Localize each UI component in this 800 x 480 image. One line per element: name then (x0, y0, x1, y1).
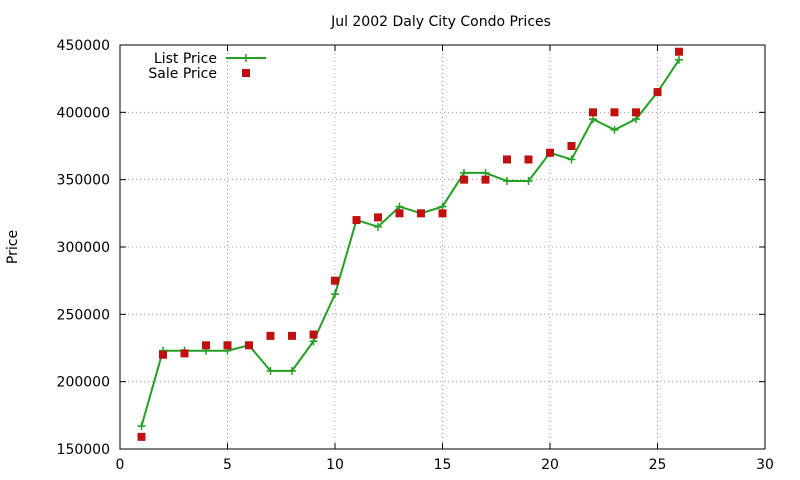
data-point (223, 341, 232, 350)
plot-frame (119, 44, 766, 450)
x-tick-label: 0 (116, 457, 125, 473)
data-point (632, 115, 640, 124)
series-line (140, 59, 680, 427)
legend-marker (242, 69, 250, 77)
y-tick-label: 300000 (57, 240, 110, 256)
data-point (524, 177, 533, 186)
data-point (610, 108, 619, 117)
data-point (288, 331, 296, 340)
gridlines (120, 45, 765, 449)
data-point (245, 341, 253, 350)
data-point (331, 290, 339, 299)
data-point (288, 366, 296, 375)
data-point (632, 108, 640, 117)
data-point (481, 168, 490, 177)
y-tick-label: 150000 (57, 442, 110, 458)
data-point (137, 422, 146, 431)
y-tick-label: 400000 (57, 105, 110, 121)
data-point (460, 175, 468, 184)
axis-ticks: 0 5 10 15 20 25 30 150000 200000 250000 300000 3500… (57, 38, 774, 473)
data-point (460, 168, 468, 177)
data-point (266, 366, 275, 375)
data-point (180, 349, 189, 358)
y-axis-label: Price (5, 230, 21, 264)
y-tick-label: 250000 (57, 307, 110, 323)
data-point (159, 350, 167, 359)
data-point (675, 47, 683, 56)
x-tick-label: 25 (649, 457, 667, 473)
y-tick-label: 450000 (57, 38, 110, 54)
data-point (503, 155, 511, 164)
legend-marker (242, 54, 250, 62)
data-point (374, 213, 382, 222)
y-tick-label: 200000 (57, 375, 110, 391)
x-tick-label: 20 (541, 457, 559, 473)
data-point (331, 276, 339, 285)
data-point (567, 142, 576, 150)
series-layer (137, 47, 683, 441)
y-tick-label: 350000 (57, 173, 110, 189)
data-point (266, 331, 275, 340)
data-point (417, 209, 425, 218)
data-point (675, 55, 683, 64)
x-tick-label: 10 (326, 457, 344, 473)
data-point (202, 341, 210, 350)
data-point (438, 202, 447, 211)
x-tick-label: 5 (223, 457, 232, 473)
data-point (352, 216, 361, 225)
series-1 (137, 47, 683, 441)
data-point (589, 108, 597, 117)
data-point (546, 148, 554, 157)
series-0 (137, 55, 683, 431)
data-point (374, 222, 382, 231)
data-point (589, 115, 597, 124)
data-point (524, 155, 533, 164)
data-point (395, 209, 404, 218)
chart-title: Jul 2002 Daly City Condo Prices (330, 14, 551, 30)
legend-label: Sale Price (148, 66, 217, 82)
data-point (309, 330, 318, 339)
legend-label: List Price (154, 51, 217, 67)
data-point (653, 88, 662, 97)
data-point (438, 209, 447, 218)
x-tick-label: 15 (434, 457, 452, 473)
data-point (309, 337, 318, 346)
x-tick-label: 30 (756, 457, 774, 473)
data-point (137, 432, 146, 441)
data-point (503, 177, 511, 186)
data-point (395, 202, 404, 211)
data-point (567, 155, 576, 164)
data-point (481, 175, 490, 184)
data-point (610, 125, 619, 134)
